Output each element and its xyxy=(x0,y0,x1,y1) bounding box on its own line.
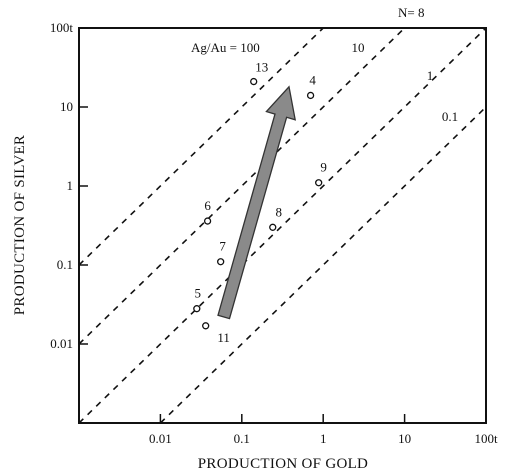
n-label: N= 8 xyxy=(398,5,424,20)
data-point-13 xyxy=(250,77,258,86)
y-tick-label-2: 1 xyxy=(67,178,74,193)
ratio-lines: Ag/Au = 100 10 1 0.1 xyxy=(78,27,487,424)
ratio-label-3: 0.1 xyxy=(442,109,458,124)
x-tick-label-1: 0.1 xyxy=(234,431,250,446)
ratio-label-2: 1 xyxy=(427,68,434,83)
ratio-line-2 xyxy=(78,27,487,424)
data-point-4 xyxy=(306,91,315,100)
ratio-label-0: Ag/Au = 100 xyxy=(191,40,260,55)
plot-frame xyxy=(78,27,487,424)
data-point-5 xyxy=(193,305,201,313)
ratio-line-0 xyxy=(78,27,324,266)
point-label-13: 13 xyxy=(255,60,268,75)
data-points: 13 4 6 9 8 7 5 11 xyxy=(193,60,327,345)
ratio-line-3 xyxy=(159,106,487,424)
trend-arrow xyxy=(217,85,297,320)
data-point-6 xyxy=(203,217,212,225)
y-tick-label-0: 0.01 xyxy=(50,336,73,351)
x-tick-label-3: 10 xyxy=(398,431,411,446)
axis-ticks: 0.01 0.1 1 10 100t 0.01 0.1 1 10 100t xyxy=(50,20,498,446)
point-label-5: 5 xyxy=(195,286,202,301)
point-label-9: 9 xyxy=(320,160,327,175)
ratio-label-1: 10 xyxy=(352,40,365,55)
x-tick-label-4: 100t xyxy=(474,431,498,446)
point-label-4: 4 xyxy=(309,72,316,87)
x-tick-label-0: 0.01 xyxy=(149,431,172,446)
y-axis-title: PRODUCTION OF SILVER xyxy=(12,135,28,315)
x-tick-label-2: 1 xyxy=(320,431,327,446)
data-point-8 xyxy=(269,223,277,231)
y-tick-label-3: 10 xyxy=(60,99,73,114)
point-label-11: 11 xyxy=(217,330,230,345)
point-label-6: 6 xyxy=(204,198,211,213)
point-label-7: 7 xyxy=(219,239,226,254)
data-point-11 xyxy=(202,322,210,330)
ratio-line-1 xyxy=(78,27,406,345)
point-label-8: 8 xyxy=(275,204,282,219)
trend-arrow-layer xyxy=(217,85,297,320)
y-tick-label-4: 100t xyxy=(50,20,74,35)
x-axis-title: PRODUCTION OF GOLD xyxy=(198,456,368,472)
data-point-7 xyxy=(217,258,225,266)
data-point-9 xyxy=(315,179,323,187)
y-tick-label-1: 0.1 xyxy=(57,257,73,272)
